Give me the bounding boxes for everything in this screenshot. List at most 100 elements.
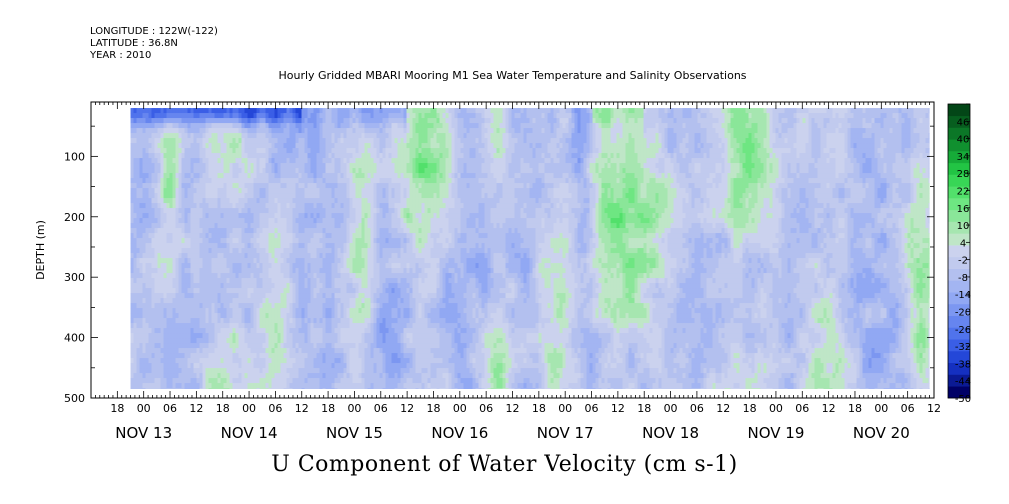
velocity-cell-2459	[259, 148, 264, 154]
velocity-cell-2210	[244, 328, 249, 334]
velocity-cell-3528	[313, 363, 318, 369]
velocity-cell-766	[169, 233, 174, 239]
velocity-cell-3200	[298, 148, 303, 154]
velocity-cell-1628	[214, 268, 219, 274]
velocity-cell-3491	[313, 178, 318, 184]
velocity-cell-4441	[361, 368, 366, 374]
velocity-cell-627	[163, 108, 168, 114]
velocity-cell-4115	[346, 163, 351, 169]
velocity-cell-1844	[226, 208, 231, 214]
velocity-cell-647	[163, 208, 168, 214]
velocity-cell-3319	[304, 173, 309, 179]
velocity-cell-4245	[352, 243, 357, 249]
velocity-cell-1288	[196, 278, 201, 284]
velocity-cell-1343	[199, 268, 204, 274]
velocity-cell-2125	[241, 188, 246, 194]
velocity-cell-674	[163, 343, 168, 349]
velocity-cell-795	[169, 378, 174, 384]
velocity-cell-2077	[238, 233, 243, 239]
velocity-cell-1071	[184, 333, 189, 339]
velocity-cell-3150	[295, 183, 300, 189]
velocity-cell-312	[145, 243, 150, 249]
velocity-cell-1296	[196, 318, 201, 324]
velocity-cell-4892	[385, 343, 390, 349]
velocity-cell-1363	[199, 368, 204, 374]
velocity-cell-3967	[337, 278, 342, 284]
velocity-cell-2864	[280, 178, 285, 184]
velocity-cell-4252	[352, 278, 357, 284]
velocity-cell-2501	[259, 358, 264, 364]
velocity-cell-2438	[256, 328, 261, 334]
velocity-cell-557	[157, 328, 162, 334]
velocity-cell-257	[142, 253, 147, 259]
velocity-cell-4592	[370, 268, 375, 274]
velocity-cell-4049	[343, 118, 348, 124]
velocity-cell-3153	[295, 198, 300, 204]
velocity-cell-3938	[337, 133, 342, 139]
velocity-cell-2725	[271, 338, 276, 344]
velocity-cell-4244	[352, 238, 357, 244]
velocity-cell-341	[145, 388, 150, 389]
velocity-cell-2602	[265, 293, 270, 299]
velocity-cell-1669	[217, 188, 222, 194]
velocity-cell-4405	[361, 188, 366, 194]
velocity-cell-3869	[331, 358, 336, 364]
velocity-cell-2519	[262, 163, 267, 169]
velocity-cell-3114	[292, 288, 297, 294]
velocity-cell-1504	[208, 218, 213, 224]
velocity-cell-4366	[358, 278, 363, 284]
velocity-cell-3343	[304, 293, 309, 299]
velocity-cell-3962	[337, 253, 342, 259]
velocity-cell-863	[175, 148, 180, 154]
velocity-cell-4777	[379, 338, 384, 344]
velocity-cell-3751	[325, 338, 330, 344]
velocity-cell-3001	[286, 293, 291, 299]
velocity-cell-3494	[313, 193, 318, 199]
velocity-cell-2508	[262, 108, 267, 114]
velocity-cell-655	[163, 248, 168, 254]
velocity-cell-3789	[328, 243, 333, 249]
velocity-cell-1721	[220, 163, 225, 169]
velocity-cell-375	[148, 273, 153, 279]
velocity-cell-2238	[247, 183, 252, 189]
velocity-cell-1123	[187, 308, 192, 314]
velocity-cell-276	[142, 348, 147, 354]
velocity-cell-2274	[247, 363, 252, 369]
velocity-cell-1897	[229, 188, 234, 194]
velocity-cell-3539	[316, 133, 321, 139]
velocity-cell-4826	[382, 298, 387, 304]
velocity-cell-3014	[286, 358, 291, 364]
velocity-cell-4650	[373, 273, 378, 279]
velocity-cell-757	[169, 188, 174, 194]
velocity-cell-3396	[307, 273, 312, 279]
velocity-cell-239	[142, 163, 147, 169]
velocity-cell-4604	[370, 328, 375, 334]
velocity-cell-3276	[301, 243, 306, 249]
velocity-cell-843	[172, 333, 177, 339]
velocity-cell-4014	[340, 228, 345, 234]
velocity-cell-1673	[217, 208, 222, 214]
velocity-cell-72	[133, 183, 138, 189]
velocity-cell-3802	[328, 308, 333, 314]
velocity-cell-4075	[343, 248, 348, 254]
velocity-cell-3999	[340, 153, 345, 159]
velocity-cell-3718	[325, 173, 330, 179]
velocity-cell-2853	[280, 123, 285, 129]
velocity-cell-3886	[334, 158, 339, 164]
velocity-cell-2706	[271, 243, 276, 249]
velocity-cell-844	[172, 338, 177, 344]
velocity-cell-3437	[310, 193, 315, 199]
velocity-cell-769	[169, 248, 174, 254]
velocity-cell-3086	[292, 148, 297, 154]
velocity-cell-1399	[202, 263, 207, 269]
velocity-cell-2427	[256, 273, 261, 279]
velocity-cell-2746	[274, 158, 279, 164]
velocity-cell-1051	[184, 233, 189, 239]
velocity-cell-4714	[376, 308, 381, 314]
velocity-cell-1562	[211, 223, 216, 229]
velocity-cell-1428	[205, 123, 210, 129]
velocity-cell-4727	[376, 373, 381, 379]
velocity-cell-4028	[340, 298, 345, 304]
velocity-cell-3042	[289, 213, 294, 219]
velocity-cell-2284	[250, 128, 255, 134]
